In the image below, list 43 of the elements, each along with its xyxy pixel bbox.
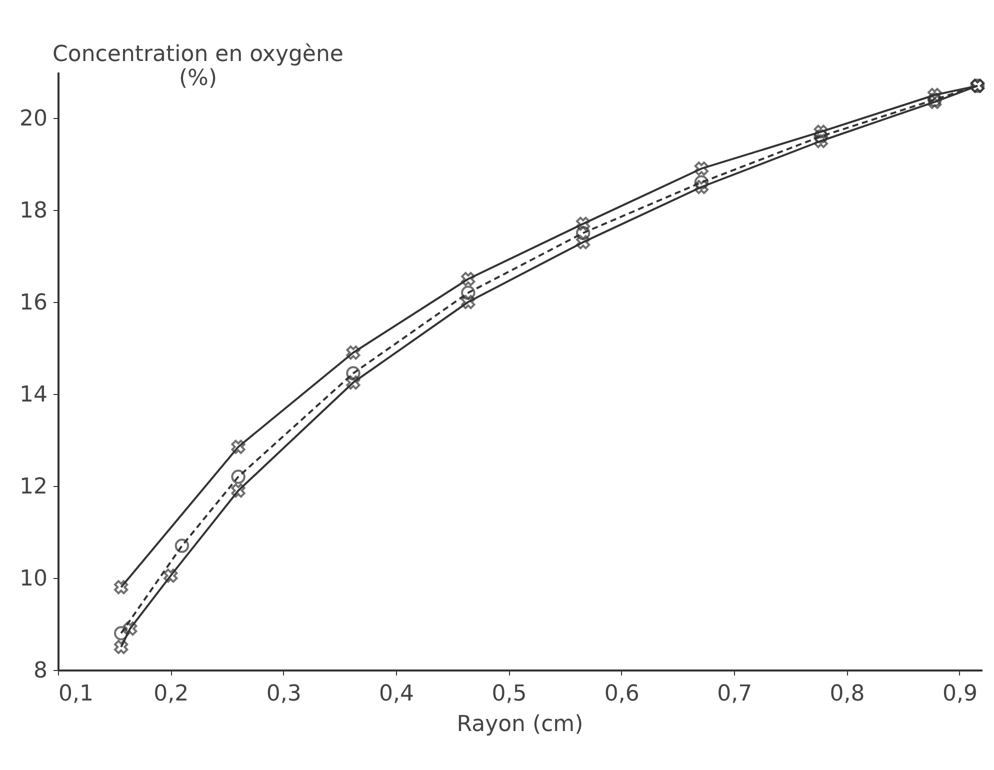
point xyxy=(928,88,942,102)
point xyxy=(174,538,190,553)
point xyxy=(114,626,128,640)
point xyxy=(461,286,476,300)
x-tick-label: 0,7 xyxy=(717,682,752,706)
point xyxy=(346,375,360,390)
point xyxy=(576,235,590,250)
x-axis-title: Rayon (cm) xyxy=(456,712,584,737)
point xyxy=(164,568,178,583)
y-tick-label: 8 xyxy=(34,658,48,684)
x-tick-label: 0,1 xyxy=(58,682,94,706)
y-tick-label: 12 xyxy=(20,474,48,500)
point xyxy=(346,346,360,360)
point xyxy=(114,580,128,594)
y-tick-label: 18 xyxy=(20,198,48,224)
point xyxy=(114,640,128,654)
point xyxy=(576,216,590,231)
y-tick-label: 20 xyxy=(20,106,48,132)
point xyxy=(231,470,246,484)
point xyxy=(694,180,708,194)
point xyxy=(576,226,590,240)
point xyxy=(694,175,709,190)
y-tick-label: 16 xyxy=(20,290,48,316)
point xyxy=(928,94,942,109)
point xyxy=(231,440,246,454)
point xyxy=(461,272,476,286)
x-tick-label: 0,4 xyxy=(379,682,414,706)
x-tick-label: 0,2 xyxy=(154,682,189,706)
point xyxy=(814,134,828,148)
x-tick-label: 0,8 xyxy=(830,682,865,706)
point xyxy=(346,366,360,380)
point xyxy=(694,162,708,176)
y-tick-label: 14 xyxy=(20,382,48,408)
x-tick-label: 0,3 xyxy=(266,682,302,706)
point xyxy=(814,124,828,139)
y-tick-label: 10 xyxy=(20,566,48,592)
x-tick-label: 0,6 xyxy=(604,682,640,706)
x-tick-label: 0,9 xyxy=(942,682,978,706)
y-axis-title: Concentration en oxygène (%) xyxy=(52,42,344,91)
point xyxy=(461,294,476,310)
point xyxy=(123,622,138,636)
point xyxy=(231,484,246,498)
x-tick-label: 0,5 xyxy=(492,682,527,706)
